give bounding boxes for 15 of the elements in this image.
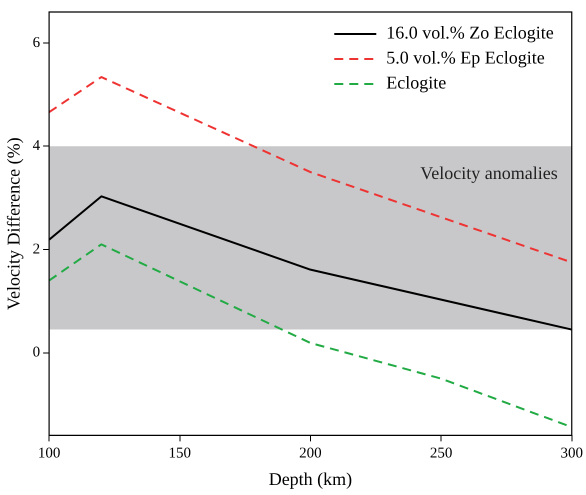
x-tick-label: 200 (299, 445, 322, 462)
y-tick-label: 0 (32, 344, 40, 361)
legend-label: 16.0 vol.% Zo Eclogite (386, 22, 554, 43)
x-tick-label: 300 (560, 445, 583, 462)
x-tick-label: 150 (168, 445, 192, 462)
x-tick-label: 250 (430, 445, 452, 462)
legend-label: Eclogite (386, 72, 446, 93)
x-tick-label: 100 (38, 445, 60, 462)
y-tick-label: 4 (32, 138, 41, 154)
band-label: Velocity anomalies (420, 162, 558, 183)
x-axis-title: Depth (km) (268, 468, 352, 489)
y-tick-label: 2 (32, 241, 40, 258)
y-tick-label: 6 (32, 34, 41, 51)
y-axis-title: Velocity Difference (%) (4, 137, 24, 310)
legend-label: 5.0 vol.% Ep Eclogite (386, 48, 545, 68)
